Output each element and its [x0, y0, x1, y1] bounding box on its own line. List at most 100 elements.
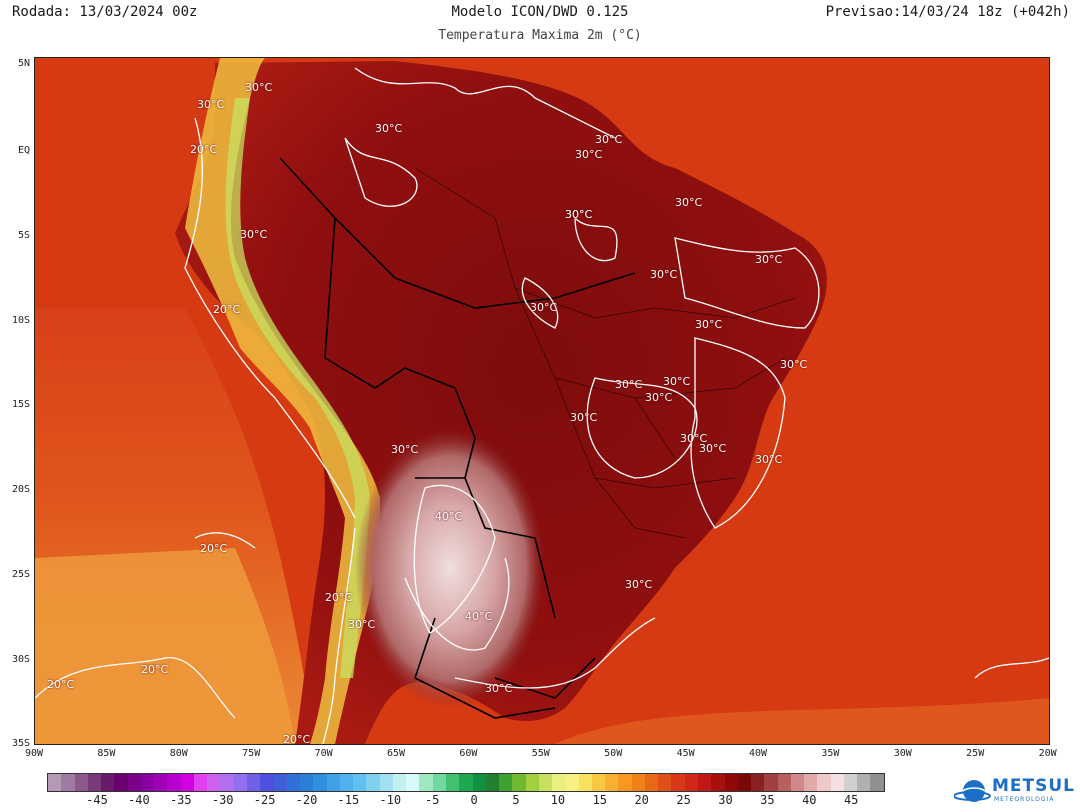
colorbar-swatch — [658, 774, 672, 791]
temperature-colorbar — [47, 773, 885, 792]
longitude-label: 25W — [966, 748, 985, 759]
isotherm-label: 40°C — [435, 510, 463, 523]
colorbar-swatch — [499, 774, 513, 791]
colorbar-swatch — [406, 774, 420, 791]
pacific-cool-zone — [35, 548, 295, 744]
colorbar-swatch — [127, 774, 141, 791]
isotherm-label: 30°C — [615, 378, 643, 391]
isotherm-label: 30°C — [675, 196, 703, 209]
colorbar-swatch — [233, 774, 247, 791]
colorbar-swatch — [140, 774, 155, 791]
longitude-label: 60W — [459, 748, 478, 759]
colorbar-swatch — [87, 774, 102, 791]
isotherm-label: 30°C — [650, 268, 678, 281]
longitude-label: 55W — [531, 748, 550, 759]
colorbar-swatch — [101, 774, 115, 791]
colorbar-swatch — [193, 774, 208, 791]
isotherm-label: 30°C — [780, 358, 808, 371]
colorbar-tick-label: 45 — [843, 793, 859, 807]
colorbar-swatch — [817, 774, 831, 791]
longitude-label: 50W — [604, 748, 623, 759]
isotherm-label: 30°C — [375, 122, 403, 135]
state-borders — [414, 167, 796, 539]
longitude-label: 65W — [386, 748, 406, 759]
colorbar-swatch — [870, 774, 884, 791]
colorbar-swatch — [326, 774, 340, 791]
variable-subtitle: Temperatura Maxima 2m (°C) — [438, 28, 642, 43]
colorbar-swatch — [366, 774, 380, 791]
colorbar-swatch — [777, 774, 791, 791]
south-atlantic-cool-zone — [555, 698, 1049, 744]
colorbar-swatch — [286, 774, 301, 791]
run-time-label: Rodada: 13/03/2024 00z — [12, 4, 198, 20]
colorbar-tick-label: 25 — [676, 793, 691, 807]
colorbar-swatch — [790, 774, 805, 791]
latitude-label: 10S — [11, 315, 30, 326]
globe-icon — [954, 780, 991, 802]
colorbar-swatch — [552, 774, 566, 791]
longitude-label: 70W — [314, 748, 333, 759]
colorbar-swatch — [804, 774, 818, 791]
colorbar-tick-label: 10 — [550, 793, 566, 807]
longitude-label: 30W — [893, 748, 912, 759]
colorbar-tick-label: -25 — [253, 793, 276, 807]
isotherm-label: 30°C — [485, 682, 513, 695]
longitude-label: 75W — [242, 748, 261, 759]
metsul-logo: METSUL METEOROLOGIA — [948, 774, 1076, 808]
colorbar-swatch — [538, 774, 553, 791]
colorbar-swatch — [48, 774, 62, 791]
colorbar-swatch — [698, 774, 712, 791]
isotherm-label: 30°C — [530, 301, 558, 314]
colorbar-tick-label: 30 — [718, 793, 733, 807]
isotherm-label: 30°C — [575, 148, 603, 161]
isotherm-label: 30°C — [755, 453, 783, 466]
isotherm-label: 30°C — [595, 133, 623, 146]
colorbar-swatch — [857, 774, 871, 791]
colorbar-swatch — [591, 774, 606, 791]
colorbar-swatch — [631, 774, 645, 791]
isotherm-label: 30°C — [695, 318, 723, 331]
isotherm-label: 30°C — [645, 391, 673, 404]
colorbar-swatch — [512, 774, 526, 791]
colorbar-tick-label: -5 — [424, 793, 440, 807]
colorbar-swatch — [114, 774, 128, 791]
isotherm-label: 30°C — [625, 578, 653, 591]
colorbar-swatch — [220, 774, 234, 791]
colorbar-swatch — [737, 774, 752, 791]
longitude-label: 40W — [748, 748, 768, 759]
longitude-label: 90W — [24, 748, 44, 759]
colorbar-tick-label: 20 — [634, 793, 649, 807]
colorbar-swatch — [432, 774, 446, 791]
latitude-label: 30S — [11, 654, 30, 665]
colorbar-swatch — [671, 774, 685, 791]
isotherm-label: 30°C — [755, 253, 783, 266]
longitude-label: 45W — [676, 748, 695, 759]
colorbar-swatch — [273, 774, 287, 791]
colorbar-swatch — [260, 774, 274, 791]
isotherm-label: 20°C — [283, 733, 311, 745]
colorbar-tick-label: -10 — [379, 793, 402, 807]
isotherm-label: 20°C — [325, 591, 353, 604]
isotherm-label: 30°C — [348, 618, 376, 631]
model-title: Modelo ICON/DWD 0.125 — [451, 4, 629, 20]
chaco-hot-core — [355, 428, 545, 708]
colorbar-swatch — [764, 774, 778, 791]
colorbar-swatch — [751, 774, 765, 791]
longitude-label: 20W — [1038, 748, 1057, 759]
isotherm-label: 30°C — [245, 81, 273, 94]
isotherm-label: 30°C — [197, 98, 225, 111]
colorbar-tick-label: -30 — [211, 793, 234, 807]
isotherm-label: 20°C — [200, 542, 228, 555]
latitude-label: 15S — [11, 399, 30, 410]
colorbar-swatch — [459, 774, 473, 791]
isotherm-label: 20°C — [213, 303, 241, 316]
colorbar-tick-label: -40 — [128, 793, 150, 807]
colorbar-tick-label: 0 — [470, 793, 478, 807]
colorbar-swatch — [74, 774, 88, 791]
andes-highlands — [185, 58, 380, 744]
latitude-label: 5S — [17, 230, 30, 241]
isotherm-label: 30°C — [699, 442, 727, 455]
colorbar-swatch — [485, 774, 500, 791]
colorbar-tick-label: -35 — [169, 793, 192, 807]
colorbar-swatch — [565, 774, 579, 791]
